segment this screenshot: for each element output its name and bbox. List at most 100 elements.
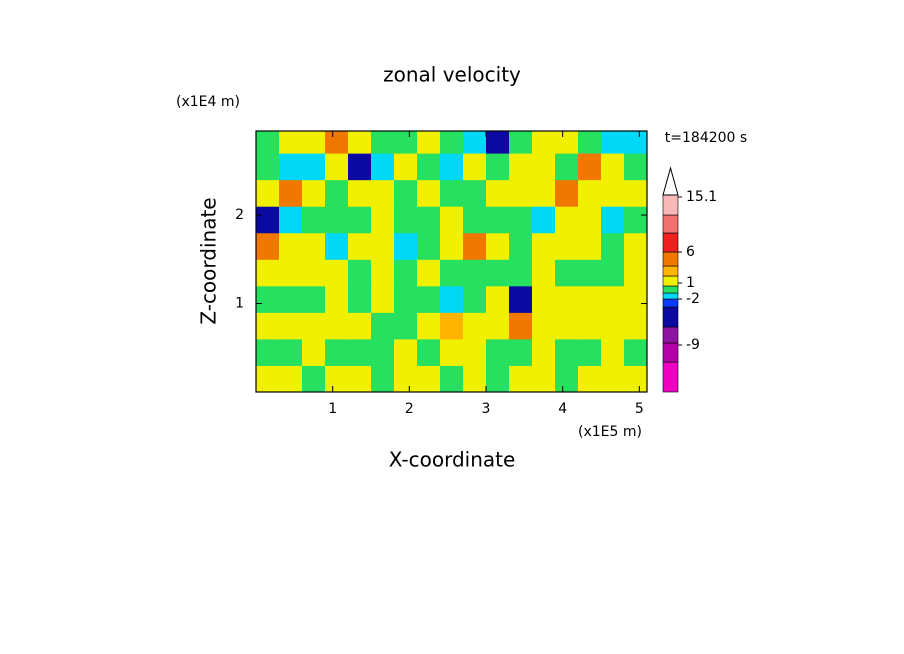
field-cell [463, 338, 487, 366]
field-cell [555, 285, 579, 313]
field-cell [348, 338, 372, 366]
field-cell [463, 259, 487, 287]
field-cell [279, 131, 303, 154]
field-cell [578, 232, 602, 260]
field-cell [509, 285, 533, 313]
field-cell [601, 365, 625, 393]
field-cell [371, 131, 395, 154]
plot-frame [255, 130, 648, 393]
field-cell [509, 153, 533, 181]
field-cell [486, 179, 510, 207]
field-cell [601, 259, 625, 287]
time-annotation: t=184200 s [665, 130, 747, 146]
x-unit: (x1E5 m) [578, 424, 642, 440]
field-cell [555, 153, 579, 181]
field-cell [463, 312, 487, 340]
field-cell [532, 312, 556, 340]
field-cell [371, 312, 395, 340]
field-cell [348, 232, 372, 260]
field-cell [394, 131, 418, 154]
field-cell [256, 206, 280, 234]
colorbar-swatch [662, 232, 679, 253]
field-cell [325, 312, 349, 340]
field-cell [532, 232, 556, 260]
field-cell [555, 131, 579, 154]
field-cell [371, 153, 395, 181]
field-cell [624, 338, 648, 366]
field-cell [302, 365, 326, 393]
field-cell [348, 312, 372, 340]
field-cell [348, 259, 372, 287]
field-cell [624, 179, 648, 207]
y-axis-label: Z-coordinate [197, 197, 221, 324]
field-cell [394, 259, 418, 287]
field-cell [279, 312, 303, 340]
field-cell [256, 365, 280, 393]
field-cell [325, 131, 349, 154]
field-cell [417, 206, 441, 234]
field-cell [325, 365, 349, 393]
field-cell [279, 365, 303, 393]
field-cell [578, 285, 602, 313]
field-cell [578, 206, 602, 234]
field-cell [509, 131, 533, 154]
field-cell [302, 232, 326, 260]
field-cell [279, 259, 303, 287]
field-cell [486, 338, 510, 366]
field-cell [417, 338, 441, 366]
field-cell [371, 338, 395, 366]
field-cell [601, 206, 625, 234]
field-cell [371, 365, 395, 393]
field-cell [486, 285, 510, 313]
field-cell [371, 179, 395, 207]
field-cell [394, 179, 418, 207]
field-cell [440, 365, 464, 393]
field-cell [509, 365, 533, 393]
field-cell [256, 338, 280, 366]
field-cell [555, 365, 579, 393]
field-cell [532, 285, 556, 313]
field-cell [417, 232, 441, 260]
field-cell [463, 131, 487, 154]
field-cell [371, 259, 395, 287]
field-cell [463, 365, 487, 393]
x-tick-label: 1 [328, 401, 337, 417]
field-cell [578, 179, 602, 207]
field-cell [325, 259, 349, 287]
field-cell [256, 232, 280, 260]
colorbar-swatch [662, 361, 679, 393]
field-cell [279, 232, 303, 260]
field-cell [417, 365, 441, 393]
field-cell [509, 338, 533, 366]
field-cell [371, 232, 395, 260]
field-cell [256, 312, 280, 340]
field-cell [417, 285, 441, 313]
colorbar-swatch [662, 292, 679, 300]
field-cell [440, 338, 464, 366]
field-cell [509, 232, 533, 260]
field-cell [624, 232, 648, 260]
x-tick-label: 4 [558, 401, 567, 417]
field-cell [256, 179, 280, 207]
field-cell [256, 153, 280, 181]
colorbar-swatch [662, 285, 679, 294]
field-cell [440, 285, 464, 313]
field-cell [463, 232, 487, 260]
field-cell [624, 153, 648, 181]
colorbar-swatch [662, 342, 679, 363]
y-unit: (x1E4 m) [176, 94, 240, 110]
field-cell [532, 153, 556, 181]
field-cell [624, 312, 648, 340]
field-cell [486, 206, 510, 234]
field-cell [371, 206, 395, 234]
field-cell [555, 179, 579, 207]
field-cell [578, 312, 602, 340]
colorbar-swatch [662, 298, 679, 308]
field-cell [302, 179, 326, 207]
field-cell [256, 131, 280, 154]
field-cell [486, 312, 510, 340]
field-cell [279, 338, 303, 366]
field-cell [440, 232, 464, 260]
field-cell [302, 338, 326, 366]
field-cell [532, 131, 556, 154]
